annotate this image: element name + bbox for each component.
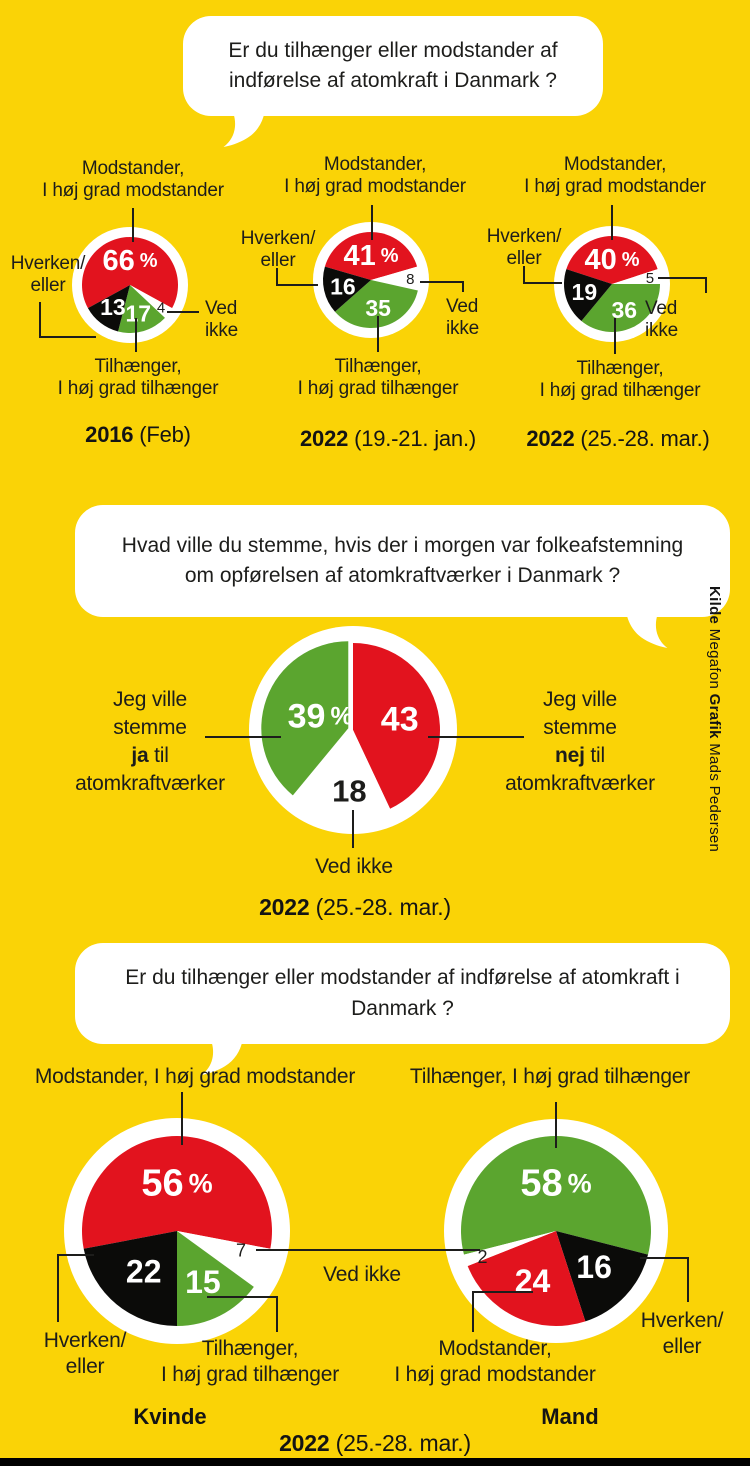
label-modstander: Modstander, I høj grad modstander bbox=[524, 154, 706, 198]
pie-slice-green bbox=[334, 280, 418, 329]
pie-caption-vote: 2022 (25.-28. mar.) bbox=[259, 894, 451, 920]
question-bubble-1: Er du tilhænger eller modstander af indf… bbox=[183, 16, 603, 148]
pie-slice-green bbox=[177, 1231, 254, 1326]
label-modstander: Modstander, I høj grad modstander bbox=[34, 1065, 356, 1088]
pie-caption-2016: 2016 (Feb) bbox=[85, 422, 191, 447]
label-tilhaenger: Tilhænger, I høj grad tilhænger bbox=[539, 358, 701, 402]
label-vote-ja: Jeg ville stemme ja til atomkraftværker bbox=[75, 688, 225, 796]
question-bubble-2: Hvad ville du stemme, hvis der i morgen … bbox=[75, 505, 730, 649]
pie-caption-2022-jan: 2022 (19.-21. jan.) bbox=[300, 426, 476, 451]
label-modstander: Modstander, I høj grad modstander bbox=[284, 154, 466, 198]
slice-value: 7 bbox=[236, 1240, 246, 1260]
slice-value: 19 bbox=[572, 279, 598, 305]
slice-value: 22 bbox=[126, 1253, 162, 1289]
bubble-tail-icon bbox=[221, 113, 265, 148]
pie-slice-red bbox=[566, 236, 658, 284]
bottom-caption: 2022 (25.-28. mar.) bbox=[279, 1430, 471, 1456]
label-tilhaenger: Tilhænger, I høj grad tilhænger bbox=[409, 1065, 691, 1088]
label-ved-ikke-shared: Ved ikke bbox=[323, 1263, 401, 1286]
pie-slice-white bbox=[130, 285, 173, 318]
label-ved-ikke: Ved ikke bbox=[645, 298, 678, 342]
pie-slice-red bbox=[82, 1136, 273, 1249]
pie-slice-white bbox=[463, 1231, 556, 1266]
callout-line bbox=[523, 266, 562, 284]
slice-value: 43 bbox=[381, 701, 419, 739]
slice-value: 16 bbox=[330, 273, 356, 299]
pie-slice-red bbox=[353, 643, 440, 809]
bottom-bar bbox=[0, 1458, 750, 1466]
slice-value: 56% bbox=[141, 1163, 212, 1205]
callout-line bbox=[57, 1254, 94, 1322]
label-ved-ikke: Ved ikke bbox=[315, 855, 393, 878]
group-label-mand: Mand bbox=[541, 1404, 599, 1429]
pie-slice-black bbox=[83, 1231, 177, 1326]
question-text-3: Er du tilhænger eller modstander af indf… bbox=[125, 966, 680, 1020]
slice-value: 17 bbox=[126, 301, 152, 327]
pie-slice-red bbox=[467, 1231, 586, 1326]
pie-caption-2022-mar: 2022 (25.-28. mar.) bbox=[526, 426, 710, 451]
label-modstander: Modstander, I høj grad modstander bbox=[42, 158, 224, 202]
slice-value: 5 bbox=[646, 269, 654, 286]
label-ved-ikke: Ved ikke bbox=[205, 298, 238, 342]
callout-line bbox=[276, 268, 318, 286]
group-label-kvinde: Kvinde bbox=[133, 1404, 207, 1429]
slice-value: 15 bbox=[185, 1264, 221, 1300]
pie-slice-white bbox=[371, 266, 419, 291]
slice-value: 39% bbox=[288, 698, 353, 736]
question-text-1: Er du tilhænger eller modstander af indf… bbox=[228, 38, 558, 92]
slice-value: 13 bbox=[100, 294, 126, 320]
slice-value: 18 bbox=[332, 773, 366, 808]
slice-value: 24 bbox=[515, 1263, 551, 1299]
pie-slice-white bbox=[612, 269, 660, 284]
pie-slice-black bbox=[323, 266, 371, 312]
question-bubble-3: Er du tilhænger eller modstander af indf… bbox=[75, 943, 730, 1076]
callout-line bbox=[207, 1296, 278, 1332]
question-text-2: Hvad ville du stemme, hvis der i morgen … bbox=[121, 533, 684, 587]
label-modstander: Modstander, I høj grad modstander bbox=[394, 1337, 596, 1387]
callout-line bbox=[420, 281, 464, 292]
label-hverken-eller: Hverken/ eller bbox=[10, 253, 86, 297]
label-tilhaenger: Tilhænger, I høj grad tilhænger bbox=[160, 1337, 340, 1387]
pie-slice-green bbox=[118, 285, 165, 333]
label-tilhaenger: Tilhænger, I høj grad tilhænger bbox=[297, 356, 459, 400]
pie-slice-black bbox=[564, 269, 612, 321]
callout-line bbox=[472, 1291, 533, 1332]
label-hverken-eller: Hverken/ eller bbox=[43, 1329, 127, 1379]
slice-value: 2 bbox=[477, 1247, 487, 1267]
label-vote-nej: Jeg ville stemme nej til atomkraftværker bbox=[505, 688, 655, 796]
label-hverken-eller: Hverken/ eller bbox=[640, 1309, 724, 1359]
label-hverken-eller: Hverken/ eller bbox=[240, 228, 316, 272]
pie-slice-white bbox=[297, 730, 391, 817]
slice-value: 8 bbox=[406, 270, 414, 287]
bubble-tail-icon bbox=[626, 614, 670, 649]
pie-slice-green bbox=[461, 1136, 651, 1255]
credit-text: Kilde Megafon Grafik Mads Pedersen bbox=[706, 586, 723, 853]
pie-slice-white bbox=[177, 1231, 271, 1287]
slice-value: 66% bbox=[102, 245, 157, 277]
pie-slice-black bbox=[87, 285, 130, 332]
bubble-tail-icon bbox=[199, 1041, 243, 1076]
callout-line bbox=[39, 302, 96, 338]
pie-slice-red bbox=[324, 231, 418, 280]
pie-slice-red bbox=[81, 237, 178, 309]
label-ved-ikke: Ved ikke bbox=[446, 296, 479, 340]
pie-slice-green bbox=[261, 641, 349, 796]
slice-value: 16 bbox=[576, 1249, 612, 1285]
slice-value: 41% bbox=[343, 240, 398, 272]
label-tilhaenger: Tilhænger, I høj grad tilhænger bbox=[57, 356, 219, 400]
callout-line bbox=[658, 277, 707, 293]
pie-slice-green bbox=[581, 284, 660, 333]
slice-value: 40% bbox=[584, 244, 639, 276]
pie-slice-black bbox=[556, 1231, 649, 1322]
slice-value: 4 bbox=[157, 299, 165, 316]
slice-value: 58% bbox=[520, 1163, 591, 1205]
callout-line bbox=[640, 1257, 689, 1302]
label-hverken-eller: Hverken/ eller bbox=[486, 226, 562, 270]
